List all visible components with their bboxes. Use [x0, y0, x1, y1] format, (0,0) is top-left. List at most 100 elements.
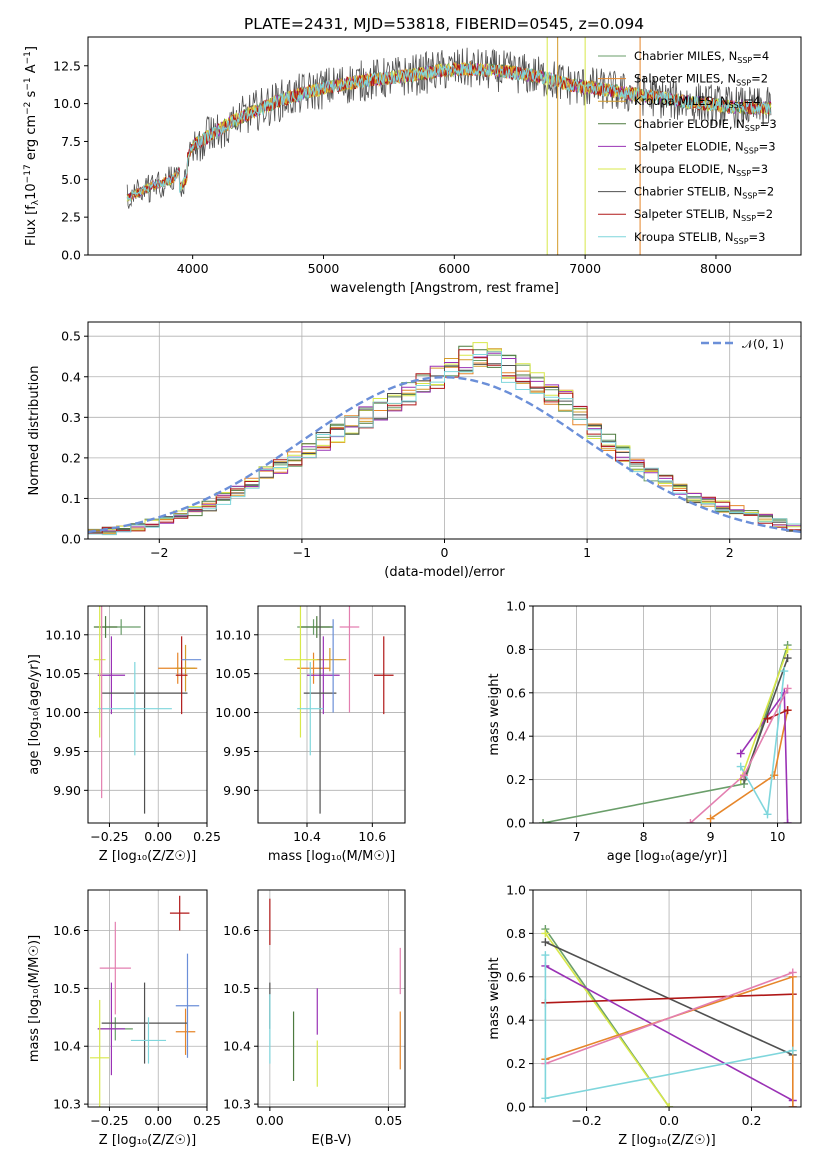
legend-entry-part: Kroupa ELODIE, N	[634, 162, 736, 176]
mw-age-marker-7	[686, 819, 695, 823]
residual-hists	[88, 342, 801, 539]
residuals-ytick-label: 0.0	[61, 532, 81, 547]
age-z-xtick-label: 0.25	[193, 829, 221, 844]
mw-age-marker-6	[780, 667, 789, 676]
mw-age-marker-3	[783, 645, 792, 654]
residuals-ytick-label: 0.5	[61, 329, 81, 344]
mass-z-xtick-label: −0.25	[90, 1113, 128, 1128]
legend-entry-1: Salpeter MILES, NSSP=2	[634, 72, 768, 88]
legend-entry-part: Salpeter STELIB, N	[634, 207, 741, 221]
mw-z-series	[541, 925, 797, 1107]
mw-z-marker-7	[541, 951, 550, 960]
mass-z-ylabel: mass [log₁₀(M/M☉)]	[27, 935, 42, 1062]
residuals-ytick-label: 0.3	[61, 410, 81, 425]
mass-z-ytick-label: 10.5	[53, 981, 81, 996]
legend-entry-5: Kroupa ELODIE, NSSP=3	[634, 162, 768, 178]
spectrum-lines	[126, 37, 772, 255]
mw-z-xtick-label: 0.2	[742, 1113, 762, 1128]
mw-z-ytick-label: 0.8	[506, 926, 526, 941]
legend-entry-0: Chabrier MILES, NSSP=4	[634, 49, 769, 65]
legend-entry-part: SSP	[736, 169, 751, 178]
age-mass-points	[284, 606, 394, 814]
mass-ebv-points	[269, 898, 401, 1087]
spectrum-ylabel-part: −2	[23, 102, 33, 115]
mw-age-marker-6	[763, 810, 772, 819]
mass-ebv-xtick-label: 0.05	[374, 1113, 402, 1128]
legend-entry-7: Salpeter STELIB, NSSP=2	[634, 207, 773, 223]
age-z-ytick-label: 10.00	[45, 705, 81, 720]
spectrum-axes: 4000 5000 6000 7000 8000 0.0 2.5 5.0 7.5 10.0 12.5…	[23, 46, 732, 296]
mass-z-points	[89, 895, 200, 1107]
legend-entry-part: Chabrier ELODIE, N	[634, 117, 745, 131]
mass-ebv-xtick-label: 0.00	[256, 1113, 284, 1128]
residuals-xtick-label: −2	[150, 545, 168, 560]
age-z-xlabel: Z [log₁₀(Z/Z☉)]	[99, 849, 196, 864]
mw-age-marker-4	[783, 654, 792, 663]
spectrum-ylabel-part: ]	[24, 46, 39, 51]
mass-ebv-frame	[257, 889, 406, 1108]
spectrum-ytick-label: 7.5	[61, 134, 81, 149]
legend-entry-part: Salpeter ELODIE, N	[634, 139, 744, 153]
legend-entry-part: SSP	[745, 124, 760, 133]
age-z-frame	[87, 605, 208, 824]
mw-z-ytick-label: 0.6	[506, 969, 526, 984]
mass-z-frame	[87, 889, 208, 1108]
mass-z-ytick-label: 10.6	[53, 923, 81, 938]
spectrum-ylabel-part: Flux [f	[24, 205, 39, 246]
mw-z-xlabel: Z [log₁₀(Z/Z☉)]	[618, 1133, 715, 1148]
legend-entry-part: SSP	[742, 192, 757, 201]
age-mass-axes: 10.4 10.6 9.90 9.95 10.00 10.05 10.10 mass [log…	[215, 606, 405, 864]
mass-ebv-axes: 0.00 0.05 10.3 10.4 10.5 10.6 E(B-V)	[223, 890, 405, 1148]
gaussian-curve	[88, 375, 801, 534]
residuals-ylabel: Normed distribution	[27, 366, 42, 496]
spectrum-xtick-label: 4000	[177, 261, 209, 276]
mw-age-marker-7	[740, 771, 749, 780]
legend-entry-part: =3	[749, 230, 766, 244]
age-z-axes: −0.25 0.00 0.25 9.90 9.95 10.00 10.05 10.10 Z [l…	[27, 606, 221, 864]
legend-entry-part: SSP	[729, 101, 744, 110]
residuals-ytick-label: 0.4	[61, 369, 81, 384]
mass-z-xlabel: Z [log₁₀(Z/Z☉)]	[99, 1133, 196, 1148]
mw-age-line-0	[542, 644, 789, 823]
mw-age-marker-2	[783, 819, 792, 823]
mw-z-ytick-label: 0.2	[506, 1056, 526, 1071]
residual-hist-8	[88, 351, 801, 539]
mass-ebv-xlabel: E(B-V)	[311, 1133, 351, 1148]
age-z-ytick-label: 9.95	[53, 744, 81, 759]
legend-entry-part: =4	[744, 94, 761, 108]
mw-z-marker-6	[788, 968, 797, 977]
mw-z-xtick-label: −0.2	[571, 1113, 601, 1128]
mw-z-xtick-label: 0.0	[659, 1113, 679, 1128]
mass-ebv-ytick-label: 10.5	[223, 981, 251, 996]
mw-z-marker-2	[541, 938, 550, 947]
spectrum-ylabel: Flux [fλ10−17 erg cm−2 s−1 A−1]	[23, 46, 41, 246]
spectrum-ylabel-part: erg cm	[24, 115, 39, 164]
legend-entry-part: =2	[757, 185, 774, 199]
age-mass-xtick-label: 10.4	[293, 829, 321, 844]
mw-age-series	[539, 641, 792, 823]
legend-entry-part: =4	[752, 49, 769, 63]
mw-age-xtick-label: 7	[573, 829, 581, 844]
legend-entry-part: Chabrier MILES, N	[634, 49, 737, 63]
mw-age-xtick-label: 8	[640, 829, 648, 844]
mass-z-axes: −0.25 0.00 0.25 10.3 10.4 10.5 10.6 Z [log₁₀(Z/…	[27, 890, 221, 1148]
mw-age-xlabel: age [log₁₀(age/yr)]	[607, 849, 728, 864]
age-z-ytick-label: 9.90	[53, 783, 81, 798]
legend-entry-part: Salpeter MILES, N	[634, 72, 736, 86]
residuals-xlabel: (data-model)/error	[384, 565, 505, 580]
spectrum-ytick-label: 0.0	[61, 248, 81, 263]
mw-z-axes: −0.2 0.0 0.2 0.0 0.2 0.4 0.6 0.8 1.0 Z [log₁₀(Z/Z…	[487, 883, 801, 1148]
spectrum-xtick-label: 5000	[308, 261, 340, 276]
mw-z-frame	[532, 889, 802, 1108]
spectrum-ytick-label: 5.0	[61, 172, 81, 187]
mw-z-ylabel: mass weight	[487, 957, 502, 1039]
legend-entry-part: =2	[751, 72, 768, 86]
age-z-ylabel: age [log₁₀(age/yr)]	[27, 654, 42, 775]
mw-z-line-6	[545, 971, 794, 1065]
mw-age-marker-0	[539, 819, 548, 823]
mw-age-line-5	[767, 709, 788, 720]
mw-age-ytick-label: 0.8	[506, 642, 526, 657]
legend-entry-3: Chabrier ELODIE, NSSP=3	[634, 117, 777, 133]
legend-entry-part: SSP	[736, 79, 751, 88]
age-mass-ytick-label: 9.95	[223, 744, 251, 759]
